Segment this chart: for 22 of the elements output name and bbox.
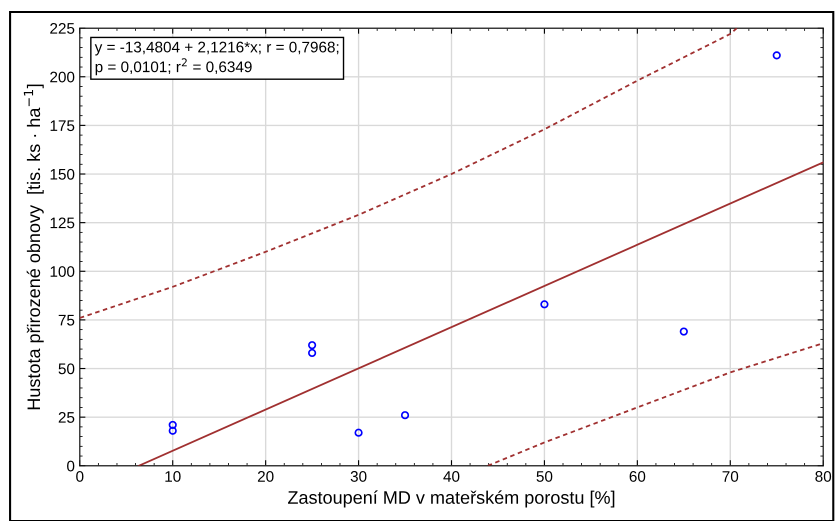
x-tick-label: 40 [443,471,460,482]
y-tick-label: 125 [50,218,74,228]
y-tick-label: 175 [50,120,74,132]
x-axis-title: Zastoupení MD v mateřském porostu [%] [288,490,614,508]
x-tick-label: 20 [258,471,274,482]
y-tick-label: 50 [58,363,74,374]
x-tick-label: 50 [536,471,552,482]
x-tick-label: 80 [815,471,832,482]
y-tick-label: 75 [58,314,74,326]
x-tick-label: 60 [630,471,646,482]
y-tick-label: 100 [50,266,74,277]
x-tick-label: 0 [76,471,84,482]
annotation: y = -13,4804 + 2,1216*x; r = 0,7968; p = 0,0101; r$^{2}$ = 0,6349 [94,42,338,76]
x-tick-label: 10 [165,471,181,482]
x-tick-label: 70 [722,471,738,482]
y-tick-label: 0 [67,460,74,472]
y-tick-label: 225 [50,23,74,34]
y-tick-label: 200 [50,72,74,82]
x-tick-label: 30 [350,471,366,482]
y-tick-label: 25 [58,412,74,423]
y-tick-label: 150 [50,168,74,180]
y-axis-title: Hustota přirozené obnovy [tis. ks · ha$^{−1}$] [24,84,44,410]
